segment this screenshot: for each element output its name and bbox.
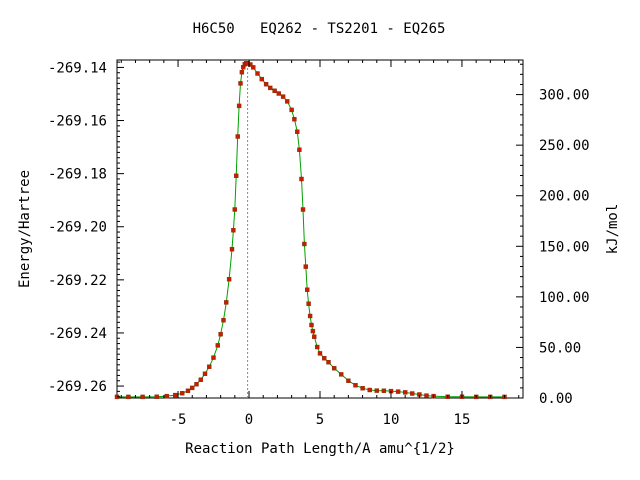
data-point xyxy=(292,116,297,122)
y-tick-label: -269.26 xyxy=(48,379,107,395)
data-point xyxy=(346,378,351,383)
x-tick-label: -5 xyxy=(170,412,187,428)
data-point xyxy=(224,300,229,305)
y-tick-label: -269.16 xyxy=(48,114,107,130)
data-point xyxy=(302,241,307,247)
tick-labels-layer: -5 0 5 10 15 -269.14 -269.16 -269.18 -269.20 -269… xyxy=(48,60,590,428)
data-point xyxy=(255,71,260,76)
data-point xyxy=(189,385,195,391)
y2-tick-label: 250.00 xyxy=(539,138,590,154)
data-point xyxy=(251,65,256,70)
data-point xyxy=(322,356,327,361)
data-point xyxy=(367,387,372,393)
data-point xyxy=(211,355,216,360)
data-point xyxy=(381,388,387,393)
data-point xyxy=(248,62,253,67)
data-point xyxy=(353,383,358,388)
data-point xyxy=(280,94,286,99)
data-point xyxy=(310,328,316,334)
data-point xyxy=(360,386,365,391)
data-point xyxy=(263,81,269,87)
data-point xyxy=(403,390,408,395)
data-point xyxy=(339,372,344,377)
data-point xyxy=(235,134,240,139)
data-point xyxy=(309,322,314,328)
y-tick-label: -269.20 xyxy=(48,220,107,236)
y-tick-label: -269.24 xyxy=(48,326,107,342)
data-point xyxy=(268,85,273,91)
data-point xyxy=(126,394,131,400)
data-point xyxy=(332,366,337,371)
data-point xyxy=(231,227,236,233)
data-point xyxy=(140,394,145,400)
data-point xyxy=(207,364,212,369)
chart-title: H6C50 EQ262 - TS2201 - EQ265 xyxy=(193,21,446,37)
data-point xyxy=(276,91,281,96)
series-line xyxy=(117,62,505,398)
y-axis-label: Energy/Hartree xyxy=(17,170,33,288)
data-point xyxy=(215,343,221,348)
y-tick-label: -269.22 xyxy=(48,273,107,289)
y2-tick-label: 200.00 xyxy=(539,189,590,205)
data-point xyxy=(299,176,304,182)
data-point xyxy=(259,76,264,82)
y2-tick-label: 50.00 xyxy=(539,340,581,356)
data-point xyxy=(307,313,313,319)
data-point xyxy=(306,301,311,306)
data-point xyxy=(164,393,169,399)
data-point xyxy=(239,69,245,75)
data-point xyxy=(295,129,300,134)
data-point xyxy=(424,393,429,398)
series-layer xyxy=(114,61,507,400)
y-tick-label: -269.14 xyxy=(48,60,107,76)
data-point xyxy=(154,394,159,399)
data-point xyxy=(198,377,204,382)
x-axis-label: Reaction Path Length/A amu^{1/2} xyxy=(185,441,455,457)
data-point xyxy=(221,318,226,323)
data-point xyxy=(202,371,208,376)
data-point xyxy=(305,287,310,292)
axis-ticks-layer xyxy=(117,60,523,399)
y2-axis-label: kJ/mol xyxy=(605,204,621,255)
data-point xyxy=(226,277,232,282)
data-point xyxy=(218,332,223,337)
data-point xyxy=(233,173,239,179)
data-point xyxy=(315,344,320,350)
plot-border xyxy=(116,59,524,399)
data-point xyxy=(410,391,415,396)
data-point xyxy=(374,388,379,393)
y2-tick-label: 100.00 xyxy=(539,290,590,306)
x-tick-label: 10 xyxy=(383,412,400,428)
data-point xyxy=(289,107,294,113)
x-tick-label: 15 xyxy=(454,412,471,428)
x-tick-label: 0 xyxy=(245,412,253,428)
data-point xyxy=(312,334,317,339)
y-tick-label: -269.18 xyxy=(48,167,107,183)
data-point xyxy=(172,392,178,398)
data-point xyxy=(285,99,290,104)
data-point xyxy=(185,388,191,393)
data-point xyxy=(300,207,306,212)
data-point xyxy=(272,88,277,94)
data-point xyxy=(317,351,323,356)
plot-frame xyxy=(116,59,524,399)
data-point xyxy=(238,81,243,86)
data-point xyxy=(395,389,401,394)
y2-tick-label: 0.00 xyxy=(539,391,573,407)
data-point xyxy=(236,103,242,109)
x-tick-label: 5 xyxy=(316,412,324,428)
data-point xyxy=(194,382,199,387)
data-point xyxy=(229,247,235,252)
data-point xyxy=(297,147,302,152)
data-point xyxy=(232,207,238,212)
data-point xyxy=(180,391,185,396)
data-point xyxy=(326,360,331,365)
y2-tick-label: 150.00 xyxy=(539,239,590,255)
data-point xyxy=(303,264,308,269)
y2-tick-label: 300.00 xyxy=(539,88,590,104)
